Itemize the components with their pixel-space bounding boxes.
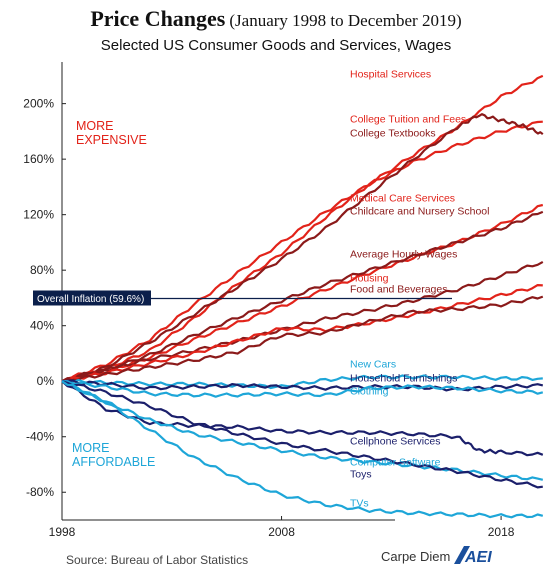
more-affordable-line2: AFFORDABLE <box>72 455 155 469</box>
aei-logo: AEI <box>454 546 492 565</box>
more-affordable-line1: MORE <box>72 441 110 455</box>
series-line-clothing <box>62 380 544 398</box>
y-tick-label: -80% <box>26 485 54 499</box>
series-line-household-furnishings <box>61 379 544 392</box>
more-expensive-line1: MORE <box>76 119 114 133</box>
chart-title-main: Price Changes <box>90 6 226 31</box>
series-label-cellphone-services: Cellphone Services <box>350 436 440 448</box>
brand-name: Carpe Diem <box>381 549 451 564</box>
aei-logo-text: AEI <box>464 549 492 565</box>
series-line-toys <box>61 380 543 489</box>
series-label-average-hourly-wages: Average Hourly Wages <box>350 249 457 261</box>
series-labels: Hospital Services College Tuition and Fee… <box>350 69 489 510</box>
series-label-college-textbooks: College Textbooks <box>350 128 436 140</box>
chart-axes: -80% -40% 0% 40% 80% 120% 160% 200% 1998 2008 2018 <box>23 62 515 539</box>
series-label-housing: Housing <box>350 273 389 285</box>
y-tick-label: 200% <box>23 97 54 111</box>
series-line-cellphone-services <box>61 380 544 457</box>
y-tick-label: 120% <box>23 208 54 222</box>
series-label-toys: Toys <box>350 469 372 481</box>
series-line-food-and-beverages <box>61 295 544 383</box>
series-line-college-textbooks <box>61 113 544 383</box>
y-tick-label: 160% <box>23 152 54 166</box>
x-tick-label: 2008 <box>268 525 295 539</box>
aei-logo-slash <box>454 546 470 564</box>
inflation-label-box <box>33 290 151 306</box>
series-label-medical-care-services: Medical Care Services <box>350 193 455 205</box>
series-label-childcare-and-nursery-school: Childcare and Nursery School <box>350 206 489 218</box>
chart-title: Price Changes (January 1998 to December … <box>0 6 552 32</box>
inflation-reference: Overall Inflation (59.6%) <box>33 290 452 306</box>
series-line-new-cars <box>61 374 543 390</box>
series-line-hospital-services <box>61 74 544 383</box>
series-label-food-and-beverages: Food and Beverages <box>350 284 447 296</box>
series-label-household-furnishings: Household Furnishings <box>350 373 457 385</box>
series-label-college-tuition-and-fees: College Tuition and Fees <box>350 114 466 126</box>
series-label-hospital-services: Hospital Services <box>350 69 431 81</box>
x-tick-label: 1998 <box>49 525 76 539</box>
series-line-tvs <box>61 380 544 519</box>
series-line-childcare-and-nursery-school <box>61 210 544 383</box>
chart-subtitle: Selected US Consumer Goods and Services,… <box>100 37 452 54</box>
series-line-average-hourly-wages <box>61 260 544 383</box>
series-label-tvs: TVs <box>350 498 369 510</box>
inflation-label: Overall Inflation (59.6%) <box>37 294 144 305</box>
series-line-housing <box>61 284 543 383</box>
source-note: Source: Bureau of Labor Statistics <box>66 553 249 567</box>
x-tick-label: 2018 <box>488 525 515 539</box>
chart-title-range: (January 1998 to December 2019) <box>229 11 462 30</box>
y-tick-label: -40% <box>26 430 54 444</box>
more-expensive-line2: EXPENSIVE <box>76 133 147 147</box>
series-label-clothing: Clothing <box>350 386 389 398</box>
y-tick-label: 80% <box>30 263 54 277</box>
price-changes-chart: -80% -40% 0% 40% 80% 120% 160% 200% 1998 2008 2018… <box>23 62 544 539</box>
y-tick-label: 0% <box>37 374 55 388</box>
y-tick-label: 40% <box>30 319 54 333</box>
series-label-new-cars: New Cars <box>350 359 396 371</box>
series-label-computer-software: Computer Software <box>350 457 441 469</box>
series-line-college-tuition-and-fees <box>61 120 543 383</box>
